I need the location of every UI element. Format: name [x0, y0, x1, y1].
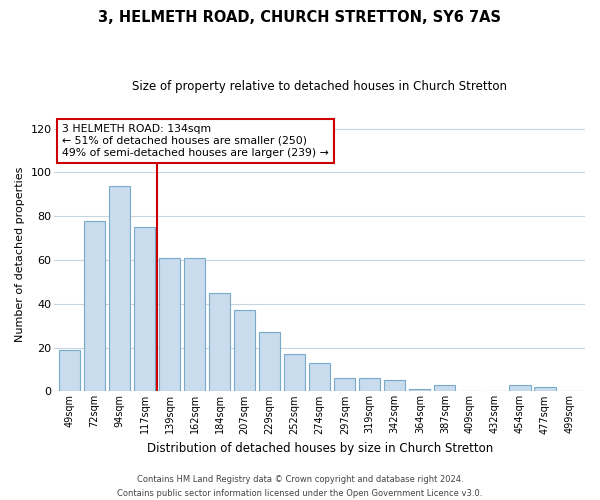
Bar — [409, 389, 430, 392]
Bar — [209, 293, 230, 392]
Bar — [309, 363, 331, 392]
Bar — [134, 227, 155, 392]
Bar — [259, 332, 280, 392]
Bar — [535, 387, 556, 392]
Bar — [184, 258, 205, 392]
Bar — [509, 385, 530, 392]
Text: Contains HM Land Registry data © Crown copyright and database right 2024.
Contai: Contains HM Land Registry data © Crown c… — [118, 476, 482, 498]
Bar — [434, 385, 455, 392]
Text: 3 HELMETH ROAD: 134sqm
← 51% of detached houses are smaller (250)
49% of semi-de: 3 HELMETH ROAD: 134sqm ← 51% of detached… — [62, 124, 329, 158]
Bar — [334, 378, 355, 392]
Bar — [159, 258, 180, 392]
Bar — [234, 310, 255, 392]
Bar — [384, 380, 406, 392]
Bar — [359, 378, 380, 392]
Bar — [84, 220, 105, 392]
Title: Size of property relative to detached houses in Church Stretton: Size of property relative to detached ho… — [132, 80, 507, 93]
X-axis label: Distribution of detached houses by size in Church Stretton: Distribution of detached houses by size … — [146, 442, 493, 455]
Bar — [109, 186, 130, 392]
Bar — [59, 350, 80, 392]
Text: 3, HELMETH ROAD, CHURCH STRETTON, SY6 7AS: 3, HELMETH ROAD, CHURCH STRETTON, SY6 7A… — [98, 10, 502, 25]
Y-axis label: Number of detached properties: Number of detached properties — [15, 167, 25, 342]
Bar — [284, 354, 305, 392]
